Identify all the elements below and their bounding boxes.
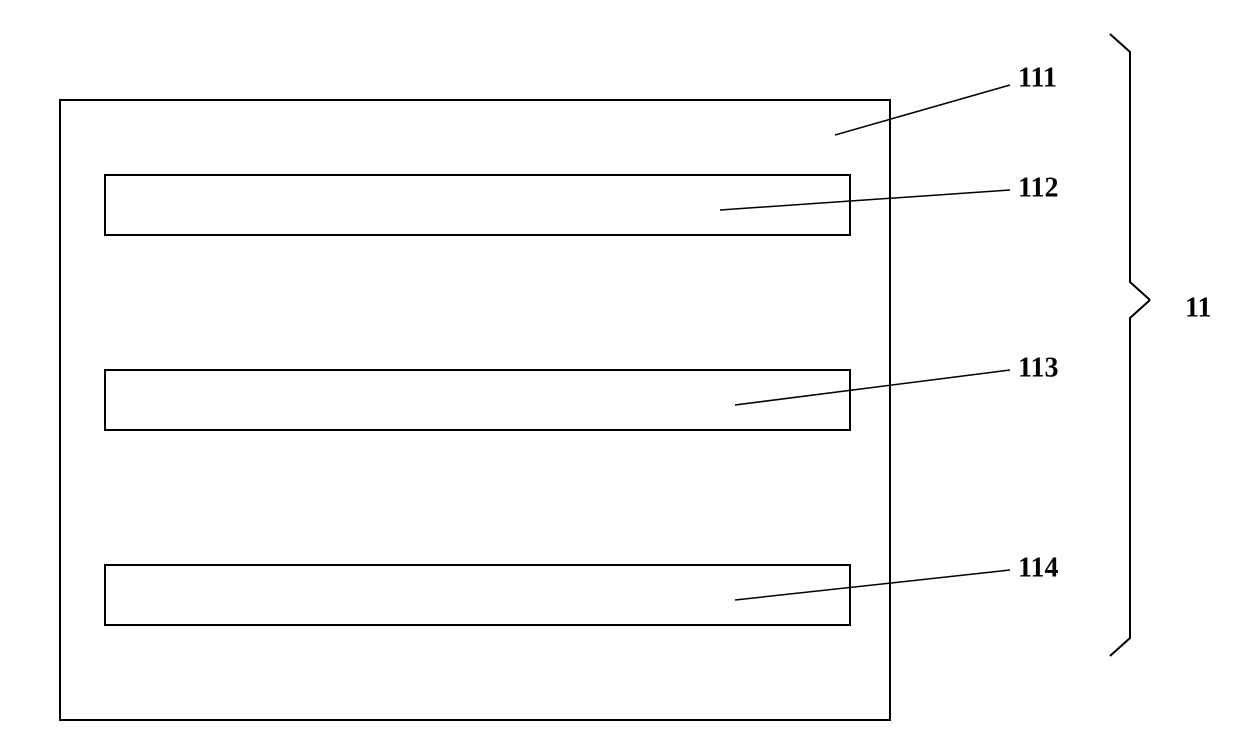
label-111: 111 <box>1018 62 1057 93</box>
label-11: 11 <box>1185 292 1211 323</box>
label-112: 112 <box>1018 172 1058 203</box>
label-113: 113 <box>1018 352 1058 383</box>
label-114: 114 <box>1018 552 1058 583</box>
